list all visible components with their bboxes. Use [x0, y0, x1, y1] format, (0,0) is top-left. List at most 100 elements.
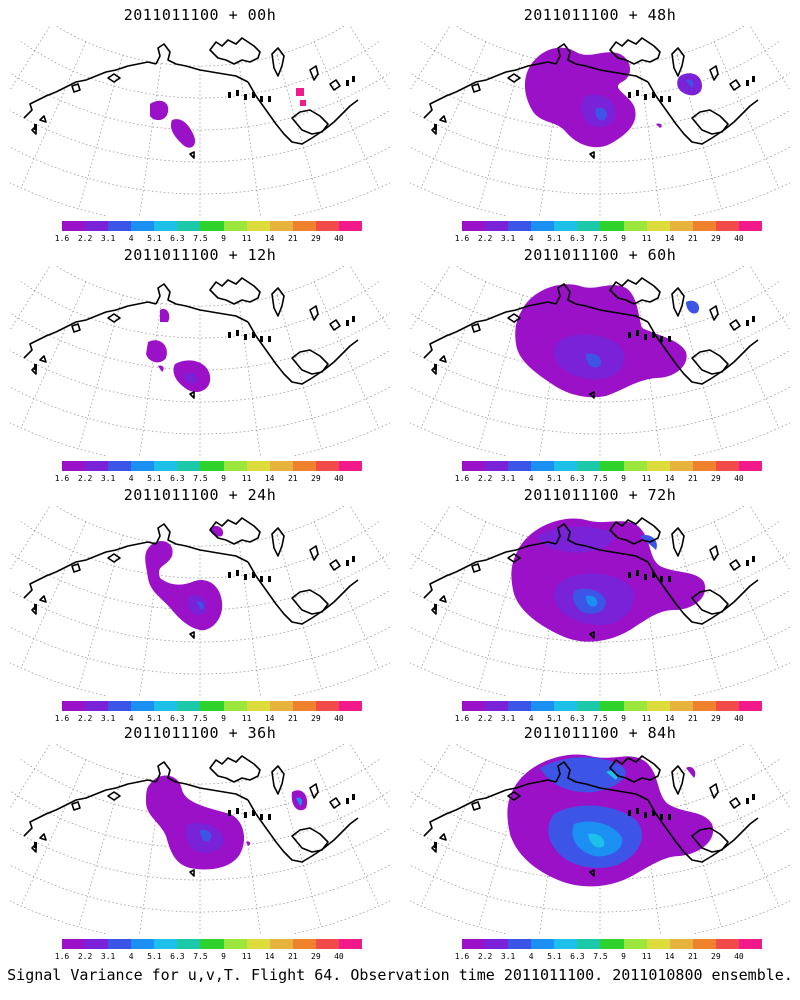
figure-caption: Signal Variance for u,v,T. Flight 64. Ob…: [7, 966, 793, 984]
colorbar-tick-label: 21: [687, 952, 698, 961]
colorbar-swatch: [554, 701, 578, 711]
colorbar-swatch: [692, 701, 716, 711]
colorbar-swatch: [292, 221, 316, 231]
colorbar-tick-label: 21: [287, 234, 298, 243]
colorbar-tick-label: 14: [664, 474, 675, 483]
colorbar-swatch: [715, 461, 739, 471]
colorbar-swatch: [315, 939, 339, 949]
colorbar-tick-label: 6.3: [170, 234, 185, 243]
panel-title: 2011011100 + 60h: [523, 246, 677, 264]
colorbar-swatch: [154, 221, 178, 231]
colorbar-swatch: [269, 461, 293, 471]
colorbar-tick-label: 40: [334, 714, 344, 723]
forecast-panel: 2011011100 + 84h 1.6 2.2 3.1 4 5.1 6.3 7.5 9 11 14…: [400, 718, 800, 963]
colorbar-swatch: [577, 221, 601, 231]
colorbar-swatch: [223, 461, 247, 471]
colorbar-swatch: [623, 221, 647, 231]
colorbar-swatch: [669, 221, 693, 231]
colorbar-swatch: [692, 939, 716, 949]
colorbar-swatch: [292, 939, 316, 949]
colorbar-swatch: [462, 701, 486, 711]
colorbar-labels: 1.6 2.2 3.1 4 5.1 6.3 7.5 9 11 14 21 29 40: [46, 474, 376, 484]
colorbar-tick-label: 1.6: [54, 714, 70, 723]
colorbar-tick-label: 21: [287, 714, 298, 723]
colorbar-swatch: [131, 461, 155, 471]
colorbar: [462, 939, 763, 949]
colorbar-tick-label: 21: [287, 474, 298, 483]
colorbar-tick-label: 14: [664, 714, 675, 723]
colorbar-tick-label: 21: [287, 952, 298, 961]
islands: [34, 316, 355, 370]
colorbar-tick-label: 40: [734, 714, 744, 723]
colorbar-tick-label: 3.1: [500, 952, 516, 961]
colorbar-swatch: [315, 461, 339, 471]
variance-field: [507, 754, 714, 887]
colorbar-swatch: [62, 221, 86, 231]
islands: [434, 556, 755, 610]
colorbar-tick-label: 5.1: [547, 952, 562, 961]
colorbar-tick-label: 1.6: [454, 474, 470, 483]
colorbar-swatch: [600, 701, 624, 711]
colorbar-tick-label: 1.6: [54, 474, 70, 483]
colorbar-swatch: [338, 701, 363, 711]
colorbar-swatch: [485, 939, 509, 949]
islands: [434, 794, 755, 848]
colorbar-swatch: [223, 939, 247, 949]
colorbar-swatch: [715, 701, 739, 711]
variance-contour: [586, 353, 602, 368]
polar-stereographic-map: [410, 266, 790, 456]
colorbar-swatch: [600, 461, 624, 471]
islands: [34, 556, 355, 610]
colorbar-tick-label: 4: [128, 714, 134, 723]
variance-contour: [640, 534, 657, 550]
colorbar-swatch: [269, 701, 293, 711]
colorbar-swatch: [246, 461, 270, 471]
colorbar-tick-label: 11: [641, 714, 652, 723]
colorbar-tick-label: 11: [241, 714, 252, 723]
colorbar-swatch: [62, 939, 86, 949]
variance-field: [511, 518, 706, 642]
colorbar-swatch: [715, 939, 739, 949]
colorbar-tick-label: 7.5: [593, 952, 608, 961]
panel-title: 2011011100 + 72h: [523, 486, 677, 504]
colorbar-swatch: [338, 221, 363, 231]
polar-stereographic-map: [10, 266, 390, 456]
variance-contour: [588, 833, 605, 848]
variance-contour: [200, 829, 212, 842]
variance-contour: [595, 107, 607, 121]
colorbar-swatch: [62, 701, 86, 711]
variance-contour: [296, 88, 304, 96]
colorbar-swatch: [85, 701, 109, 711]
colorbar-tick-label: 5.1: [547, 474, 562, 483]
colorbar-swatch: [177, 701, 201, 711]
polar-stereographic-map: [10, 744, 390, 934]
colorbar-swatch: [485, 221, 509, 231]
colorbar-labels: 1.6 2.2 3.1 4 5.1 6.3 7.5 9 11 14 21 29 40: [446, 714, 776, 724]
graticule: [410, 266, 790, 456]
panel-title: 2011011100 + 84h: [523, 724, 677, 742]
colorbar-swatch: [646, 701, 670, 711]
variance-contour: [145, 541, 223, 631]
variance-contour: [536, 526, 614, 553]
colorbar-tick-label: 11: [241, 474, 252, 483]
colorbar-tick-label: 9: [621, 714, 626, 723]
colorbar-tick-label: 14: [264, 714, 275, 723]
variance-contour: [188, 594, 207, 615]
colorbar-tick-label: 11: [241, 234, 252, 243]
polar-stereographic-map: [410, 26, 790, 216]
colorbar-tick-label: 7.5: [193, 714, 208, 723]
colorbar-tick-label: 9: [621, 234, 626, 243]
colorbar-swatch: [669, 939, 693, 949]
colorbar-tick-label: 4: [128, 234, 134, 243]
colorbar: [62, 939, 363, 949]
forecast-panel: 2011011100 + 12h 1.6 2.2 3.1 4 5.1 6.3 7.5 9 11 14…: [0, 240, 400, 485]
colorbar-tick-label: 40: [734, 234, 744, 243]
colorbar-swatch: [246, 939, 270, 949]
variance-field: [150, 88, 306, 148]
colorbar-swatch: [108, 221, 132, 231]
colorbar-tick-label: 29: [711, 714, 721, 723]
panel-title: 2011011100 + 24h: [123, 486, 277, 504]
polar-stereographic-map: [410, 744, 790, 934]
colorbar-tick-label: 4: [528, 714, 534, 723]
polar-stereographic-map: [10, 506, 390, 696]
